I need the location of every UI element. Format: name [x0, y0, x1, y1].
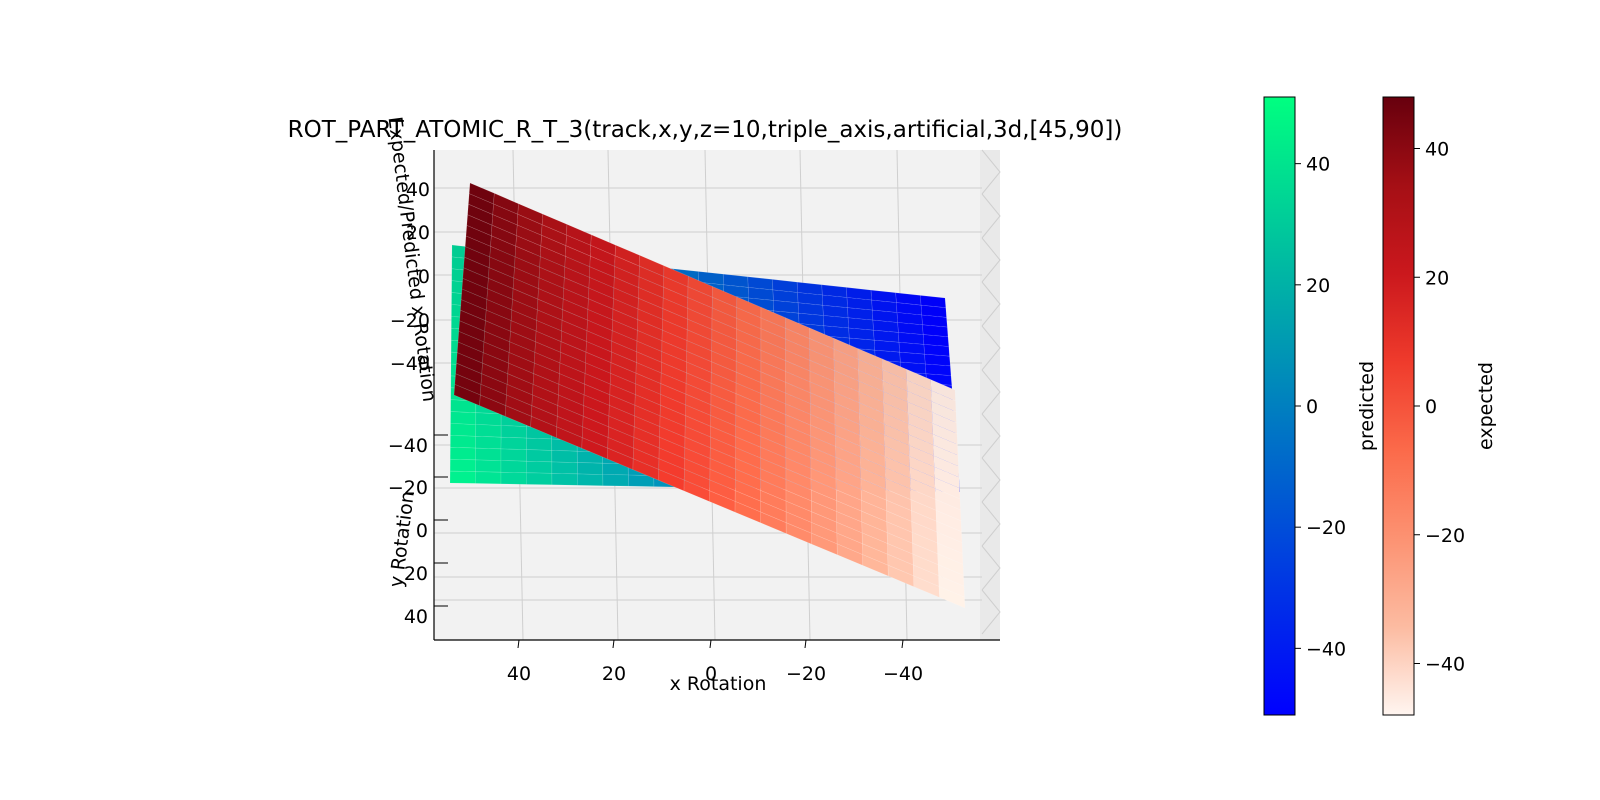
- grid-line-side: [981, 457, 1001, 503]
- expected-surface-cell: [938, 586, 966, 609]
- predicted-surface-cell: [576, 462, 604, 475]
- x-tick-mark: [517, 639, 520, 649]
- predicted-surface-cell: [475, 471, 502, 485]
- predicted-surface-cell: [475, 412, 502, 426]
- x-tick-mark: [709, 639, 712, 649]
- axis-lines: [433, 150, 1000, 641]
- predicted-surface-cell: [449, 435, 477, 449]
- grid-line-side: [981, 545, 1001, 591]
- expected-surface: [453, 182, 966, 609]
- expected-colorbar-label: expected: [1475, 362, 1497, 450]
- y-tick-label: 40: [404, 606, 428, 628]
- predicted-colorbar: [1263, 96, 1296, 716]
- predicted-surface-cell: [449, 470, 476, 484]
- grid-line-side: [981, 237, 1001, 283]
- expected-colorbar: [1382, 96, 1415, 716]
- grid-line-side: [981, 413, 1001, 459]
- grid-line-side: [981, 193, 1001, 239]
- predicted-colorbar-tick-label: −20: [1306, 517, 1346, 539]
- predicted-surface-cell: [526, 460, 553, 474]
- z-tick-label: 40: [406, 179, 430, 201]
- grid-line-side: [981, 281, 1001, 327]
- x-tick-mark: [901, 639, 904, 649]
- predicted-surface-cell: [500, 471, 527, 485]
- predicted-surface-cell: [577, 473, 604, 487]
- chart-title: ROT_PART_ATOMIC_R_T_3(track,x,y,z=10,tri…: [288, 117, 1123, 143]
- predicted-surface-cell: [551, 450, 578, 463]
- x-tick-mark: [612, 639, 615, 649]
- predicted-surface-cell: [551, 472, 578, 486]
- grid-line-side: [981, 501, 1001, 547]
- predicted-surface-cell: [526, 472, 553, 486]
- predicted-surface-cell: [449, 446, 477, 461]
- z-tick-label: −20: [390, 310, 430, 332]
- x-tick-label: 0: [705, 663, 717, 685]
- predicted-surface-cell: [551, 461, 578, 475]
- predicted-colorbar-tick-label: 20: [1306, 275, 1330, 297]
- grid-line-side: [981, 325, 1001, 371]
- predicted-surface-cell: [450, 423, 477, 437]
- predicted-surface-cell: [526, 437, 553, 451]
- z-tick-label: 20: [406, 222, 430, 244]
- predicted-surface-cell: [475, 424, 502, 438]
- grid-line-side: [981, 149, 1001, 195]
- x-tick-label: 40: [507, 663, 531, 685]
- grid-line-side: [981, 589, 1001, 635]
- predicted-surface-cell: [526, 449, 553, 463]
- expected-colorbar-tick-label: −20: [1425, 525, 1465, 547]
- predicted-surface-cell: [475, 447, 502, 461]
- y-tick-label: −20: [388, 477, 428, 499]
- expected-colorbar-tick-label: −40: [1425, 654, 1465, 676]
- colorbars: 40 20 0 −20 −40 predicted 40 20 0 −20 −40 expected: [1263, 96, 1497, 716]
- predicted-colorbar-tick-label: 0: [1306, 396, 1318, 418]
- x-tick-label: −40: [883, 663, 923, 685]
- predicted-surface-cell: [500, 460, 527, 474]
- y-tick-label: −40: [388, 435, 428, 457]
- predicted-colorbar-tick-label: −40: [1306, 638, 1346, 660]
- predicted-surface-cell: [500, 436, 527, 450]
- expected-colorbar-tick-label: 40: [1425, 139, 1449, 161]
- axis-ticks: 40 20 0 −20 −40 −40 −20 0 20 40 40 20 0 −20 −40: [388, 179, 923, 685]
- predicted-colorbar-label: predicted: [1356, 361, 1378, 451]
- x-tick-label: −20: [786, 663, 826, 685]
- grid-line-side: [981, 369, 1001, 415]
- y-tick-label: 0: [416, 520, 428, 542]
- expected-colorbar-tick-label: 0: [1425, 396, 1437, 418]
- predicted-surface-cell: [500, 425, 527, 439]
- predicted-surface-cell: [450, 411, 477, 425]
- z-tick-label: −40: [390, 353, 430, 375]
- predicted-surface-cell: [500, 448, 527, 462]
- y-tick-label: 20: [404, 563, 428, 585]
- predicted-surface-cell: [475, 459, 502, 473]
- x-tick-mark: [804, 639, 807, 649]
- predicted-surface-cell: [475, 435, 502, 450]
- predicted-surface-cell: [602, 474, 629, 487]
- predicted-surface-cell: [449, 458, 476, 473]
- expected-colorbar-tick-label: 20: [1425, 267, 1449, 289]
- x-tick-label: 20: [602, 663, 626, 685]
- z-tick-label: 0: [418, 266, 430, 288]
- predicted-colorbar-tick-label: 40: [1306, 154, 1330, 176]
- x-axis-label: x Rotation: [670, 673, 767, 695]
